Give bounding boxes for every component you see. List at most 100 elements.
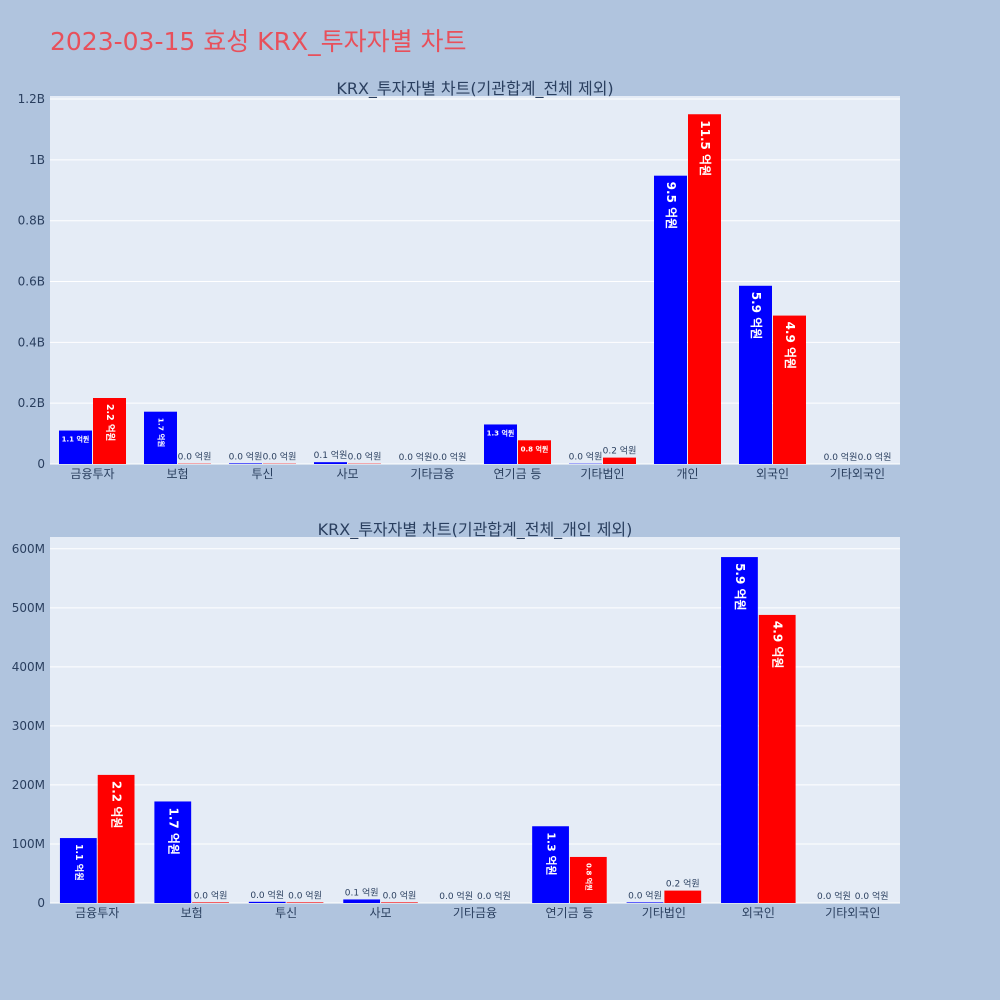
x-tick-label: 외국인: [756, 467, 789, 481]
data-label: 0.0 억원: [824, 451, 858, 463]
bar: [654, 175, 687, 464]
data-label: 0.1 억원: [314, 449, 348, 461]
data-label: 0.0 억원: [477, 890, 511, 902]
bar: [518, 440, 551, 464]
data-label: 0.0 억원: [855, 890, 889, 902]
data-label: 0.0 억원: [194, 889, 228, 901]
bar: [192, 902, 229, 903]
bar: [144, 411, 177, 464]
data-label: 0.0 억원: [817, 890, 851, 902]
plot-area: [50, 537, 900, 903]
y-tick-label: 0: [37, 896, 45, 910]
data-label: 0.8 억원: [584, 863, 593, 891]
data-label: 0.2 억원: [603, 445, 637, 457]
data-label: 1.3 억원: [545, 832, 559, 875]
bar: [484, 424, 517, 464]
data-label: 0.0 억원: [439, 890, 473, 902]
x-tick-label: 기타금융: [453, 906, 497, 920]
x-tick-label: 금융투자: [70, 467, 114, 481]
x-tick-label: 기타외국인: [825, 906, 880, 920]
x-tick-label: 사모: [370, 906, 392, 920]
x-tick-label: 개인: [676, 467, 698, 481]
data-label: 0.0 억원: [250, 889, 284, 901]
plot-area: [50, 96, 900, 464]
x-tick-label: 금융투자: [75, 906, 119, 920]
data-label: 5.9 억원: [749, 292, 763, 340]
bar: [603, 457, 636, 464]
data-label: 0.8 억원: [521, 444, 549, 453]
y-tick-label: 0.4B: [18, 335, 45, 349]
y-tick-label: 100M: [12, 837, 45, 851]
bar: [314, 462, 347, 464]
bar: [773, 315, 806, 464]
data-label: 0.1 억원: [345, 886, 379, 898]
x-tick-label: 기타금융: [410, 467, 454, 481]
data-label: 1.1 억원: [62, 435, 90, 444]
data-label: 0.0 억원: [178, 451, 212, 463]
x-tick-label: 기타법인: [642, 906, 686, 920]
data-label: 9.5 억원: [664, 182, 678, 230]
data-label: 0.2 억원: [666, 878, 700, 890]
bar: [93, 398, 126, 464]
data-label: 0.0 억원: [433, 451, 467, 463]
chart-top: 0 0.2B 0.4B 0.6B 0.8B 1B 1.2B KRX_투자자별 차트(기관합계_…: [18, 79, 900, 481]
data-label: 4.9 억원: [783, 322, 797, 370]
data-label: 0.0 억원: [569, 451, 603, 463]
bar: [626, 902, 664, 903]
x-tick-label: 보험: [166, 467, 188, 481]
bar: [154, 801, 192, 903]
data-label: 2.2 억원: [110, 781, 124, 829]
chart-title: KRX_투자자별 차트(기관합계_전체 제외): [336, 79, 613, 99]
data-label: 4.9 억원: [771, 621, 785, 669]
data-label: 0.0 억원: [628, 889, 662, 901]
data-label: 0.0 억원: [288, 889, 322, 901]
data-label: 0.0 억원: [383, 889, 417, 901]
y-tick-label: 200M: [12, 778, 45, 792]
data-label: 0.0 억원: [399, 451, 433, 463]
bar: [97, 774, 135, 903]
data-label: 0.0 억원: [263, 451, 297, 463]
data-label: 1.7 억원: [166, 807, 180, 855]
data-label: 0.0 억원: [229, 450, 263, 462]
bar: [721, 557, 758, 903]
data-label: 5.9 억원: [733, 563, 747, 611]
y-tick-label: 500M: [12, 601, 45, 615]
x-tick-label: 외국인: [742, 906, 775, 920]
x-tick-label: 연기금 등: [494, 467, 542, 481]
y-tick-label: 300M: [12, 719, 45, 733]
y-tick-label: 1B: [29, 153, 45, 167]
y-tick-label: 600M: [12, 542, 45, 556]
x-tick-label: 투신: [251, 467, 273, 481]
y-tick-label: 1.2B: [18, 92, 45, 106]
bar: [739, 285, 772, 464]
y-tick-label: 0.2B: [18, 396, 45, 410]
data-label: 1.3 억원: [487, 428, 515, 437]
data-label: 1.1 억원: [73, 844, 85, 881]
bar: [569, 856, 607, 903]
page-title: 2023-03-15 효성 KRX_투자자별 차트: [50, 27, 467, 56]
bar: [248, 901, 286, 903]
x-tick-label: 보험: [181, 906, 203, 920]
bar: [229, 463, 262, 464]
x-tick-label: 기타법인: [580, 467, 624, 481]
y-tick-label: 400M: [12, 660, 45, 674]
data-label: 0.0 억원: [348, 451, 382, 463]
chart-bottom: 0 100M 200M 300M 400M 500M 600M KRX_투자자별 차트(기관합…: [12, 520, 900, 920]
x-tick-label: 투신: [275, 906, 297, 920]
x-tick-label: 기타외국인: [830, 467, 885, 481]
bar: [59, 430, 92, 464]
y-tick-label: 0: [37, 457, 45, 471]
data-label: 1.7 억원: [157, 418, 167, 448]
bar: [59, 838, 97, 903]
data-label: 0.0 억원: [858, 451, 892, 463]
bar: [688, 114, 721, 465]
bar: [532, 826, 569, 903]
bar: [758, 614, 796, 903]
x-tick-label: 사모: [336, 467, 358, 481]
bar: [664, 890, 702, 903]
data-label: 11.5 억원: [698, 120, 712, 176]
bar: [343, 899, 381, 903]
bar: [381, 902, 418, 903]
y-tick-label: 0.6B: [18, 275, 45, 289]
chart-title: KRX_투자자별 차트(기관합계_전체_개인 제외): [318, 520, 633, 540]
